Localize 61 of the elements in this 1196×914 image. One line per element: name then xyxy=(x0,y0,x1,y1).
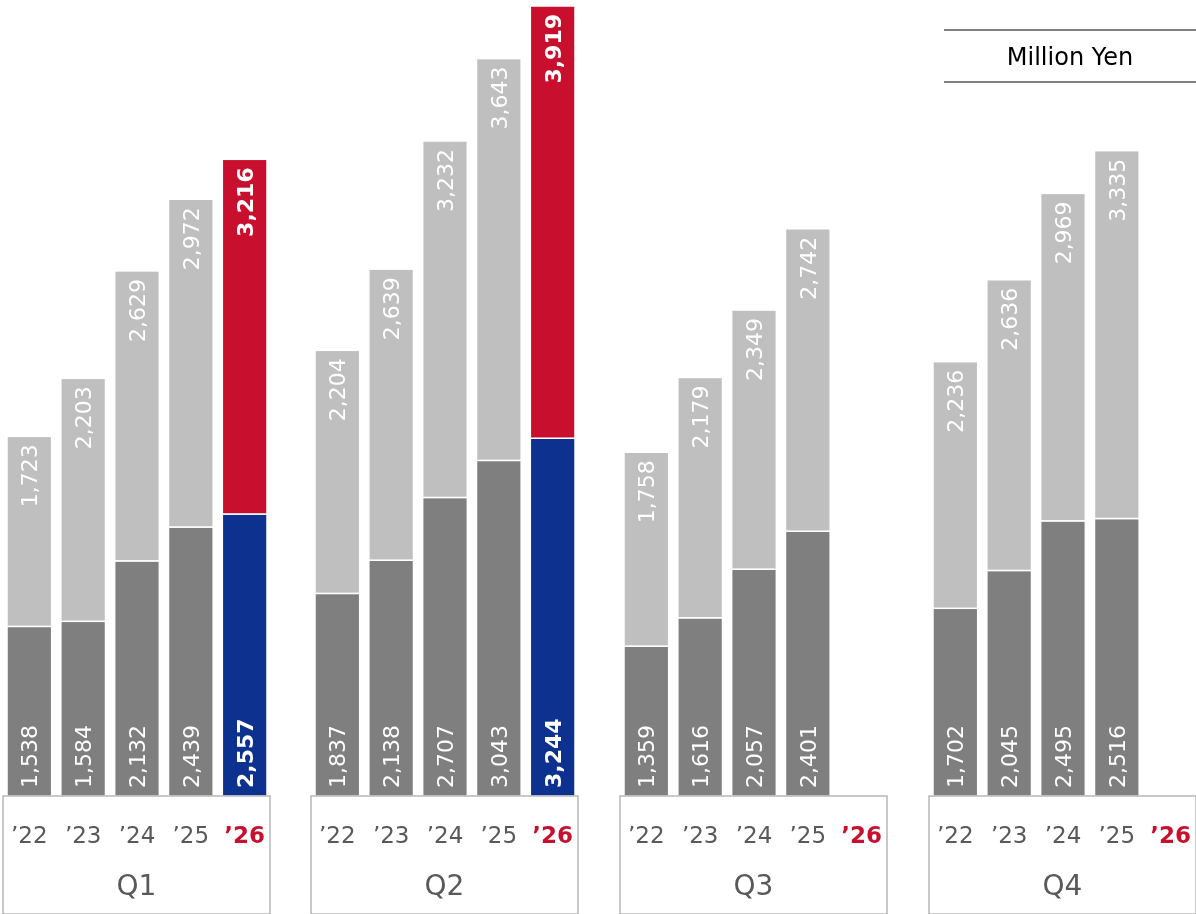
data-label: 2,629 xyxy=(125,278,150,342)
data-label: 2,236 xyxy=(943,369,969,433)
data-label: 1,538 xyxy=(17,725,43,788)
x-tick-label: ’22 xyxy=(319,822,356,848)
x-tick-label: ’23 xyxy=(372,822,410,848)
data-label: 2,439 xyxy=(178,725,204,788)
data-label: 2,349 xyxy=(742,318,767,382)
x-tick-label: ’26 xyxy=(1150,822,1192,848)
data-label: 2,639 xyxy=(379,277,405,341)
data-label: 2,132 xyxy=(125,725,150,788)
x-axis-title: Q1 xyxy=(116,869,157,902)
data-label: 1,837 xyxy=(325,725,351,788)
data-label: 3,244 xyxy=(540,718,566,788)
data-label: 2,516 xyxy=(1104,725,1130,788)
x-tick-label: ’23 xyxy=(990,822,1028,848)
data-label: 2,557 xyxy=(232,718,258,788)
x-tick-label: ’22 xyxy=(628,822,665,848)
data-label: 3,919 xyxy=(540,14,566,84)
data-label: 2,179 xyxy=(688,385,714,449)
data-label: 1,359 xyxy=(634,725,660,788)
data-label: 3,216 xyxy=(232,167,258,237)
data-label: 1,723 xyxy=(17,444,43,508)
data-label: 2,057 xyxy=(742,725,767,788)
x-tick-label: ’26 xyxy=(224,822,266,848)
data-label: 2,742 xyxy=(795,236,821,300)
x-axis-title: Q2 xyxy=(424,869,465,902)
x-tick-label: ’26 xyxy=(841,822,883,848)
x-tick-label: ’24 xyxy=(1044,822,1082,848)
data-label: 3,043 xyxy=(486,725,512,788)
data-label: 2,707 xyxy=(433,725,458,788)
data-label: 1,584 xyxy=(71,725,97,788)
data-label: 2,045 xyxy=(997,725,1023,788)
data-label: 2,138 xyxy=(379,725,405,788)
x-axis-title: Q3 xyxy=(733,869,774,902)
x-axis-title: Q4 xyxy=(1042,869,1083,902)
data-label: 2,495 xyxy=(1051,725,1076,788)
data-label: 1,758 xyxy=(634,460,660,524)
x-tick-label: ’25 xyxy=(789,822,827,848)
x-tick-label: ’22 xyxy=(11,822,48,848)
x-tick-label: ’25 xyxy=(480,822,518,848)
x-tick-label: ’24 xyxy=(118,822,156,848)
x-tick-label: ’23 xyxy=(681,822,719,848)
x-tick-label: ’22 xyxy=(937,822,974,848)
data-label: 1,616 xyxy=(688,725,714,788)
data-label: 2,204 xyxy=(325,358,351,422)
x-tick-label: ’24 xyxy=(735,822,773,848)
data-label: 1,702 xyxy=(943,725,969,788)
data-label: 2,203 xyxy=(71,386,97,450)
x-tick-label: ’25 xyxy=(1098,822,1136,848)
data-label: 2,972 xyxy=(178,207,204,271)
text: Million Yen xyxy=(1006,43,1134,71)
x-tick-label: ’26 xyxy=(532,822,574,848)
x-tick-label: ’23 xyxy=(64,822,102,848)
data-label: 2,969 xyxy=(1051,201,1076,265)
x-tick-label: ’25 xyxy=(172,822,210,848)
data-label: 2,401 xyxy=(795,725,821,788)
data-label: 3,335 xyxy=(1104,158,1130,222)
data-label: 3,643 xyxy=(486,66,512,130)
x-tick-label: ’24 xyxy=(426,822,464,848)
data-label: 2,636 xyxy=(997,287,1023,351)
data-label: 3,232 xyxy=(433,148,458,212)
